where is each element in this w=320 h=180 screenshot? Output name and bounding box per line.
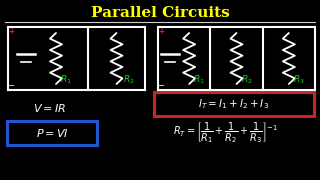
Text: $P = VI$: $P = VI$ [36, 127, 68, 139]
Text: $R_2$: $R_2$ [241, 74, 252, 86]
Text: +: + [158, 26, 164, 35]
Text: −: − [157, 82, 164, 91]
Text: $R_2$: $R_2$ [123, 74, 134, 86]
Text: $V = IR$: $V = IR$ [33, 102, 67, 114]
Text: Parallel Circuits: Parallel Circuits [91, 6, 229, 20]
Text: $R_1$: $R_1$ [60, 74, 72, 86]
Text: −: − [7, 82, 14, 91]
Text: $R_3$: $R_3$ [293, 74, 305, 86]
Text: $R_T = \left[\dfrac{1}{R_1} + \dfrac{1}{R_2} + \dfrac{1}{R_3}\right]^{-1}$: $R_T = \left[\dfrac{1}{R_1} + \dfrac{1}{… [172, 121, 277, 145]
Text: $I_T = I_1 + I_2 + I_3$: $I_T = I_1 + I_2 + I_3$ [198, 97, 269, 111]
Text: +: + [8, 26, 14, 35]
Text: $R_1$: $R_1$ [193, 74, 205, 86]
